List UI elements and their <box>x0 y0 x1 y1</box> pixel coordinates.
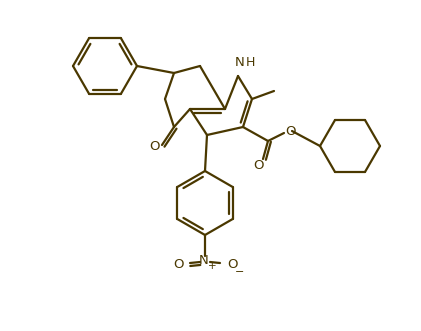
Text: O: O <box>254 159 264 171</box>
Text: +: + <box>208 261 216 271</box>
Text: −: − <box>235 267 245 277</box>
Text: O: O <box>173 259 183 271</box>
Text: O: O <box>227 259 237 271</box>
Text: O: O <box>285 124 295 137</box>
Text: H: H <box>245 56 255 69</box>
Text: O: O <box>149 139 159 153</box>
Text: N: N <box>199 254 209 266</box>
Text: N: N <box>235 56 245 69</box>
